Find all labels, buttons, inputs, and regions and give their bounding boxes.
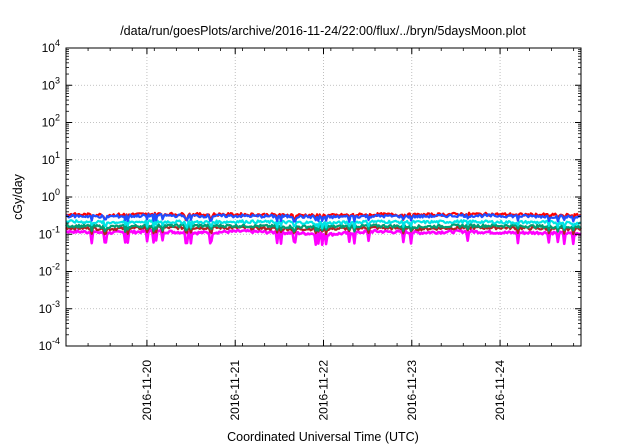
x-tick-label: 2016-11-23	[405, 360, 419, 421]
y-tick-label: 10-4	[39, 336, 60, 353]
x-tick-label: 2016-11-21	[228, 360, 242, 421]
x-axis: 2016-11-20 2016-11-21 2016-11-22 2016-11-23…	[65, 48, 575, 421]
x-axis-label: Coordinated Universal Time (UTC)	[227, 430, 419, 444]
y-tick-label: 10-3	[39, 299, 60, 316]
series-line	[65, 219, 581, 230]
series-layer	[65, 211, 582, 247]
y-tick-label: 10-2	[39, 262, 60, 279]
series-line	[65, 228, 582, 247]
y-tick-label: 101	[42, 150, 60, 167]
y-tick-label: 102	[42, 113, 60, 130]
x-tick-label: 2016-11-24	[493, 360, 507, 421]
plot-frame	[65, 47, 582, 347]
x-tick-label: 2016-11-22	[317, 360, 331, 421]
gridlines	[66, 48, 581, 346]
y-tick-label: 103	[42, 75, 60, 92]
x-tick-label: 2016-11-20	[140, 360, 154, 421]
y-tick-label: 100	[42, 187, 60, 204]
y-tick-label: 104	[42, 38, 60, 55]
chart-title: /data/run/goesPlots/archive/2016-11-24/2…	[120, 24, 526, 38]
series-line	[65, 213, 582, 223]
y-axis-label: cGy/day	[11, 173, 25, 220]
y-tick-label: 10-1	[39, 224, 60, 241]
